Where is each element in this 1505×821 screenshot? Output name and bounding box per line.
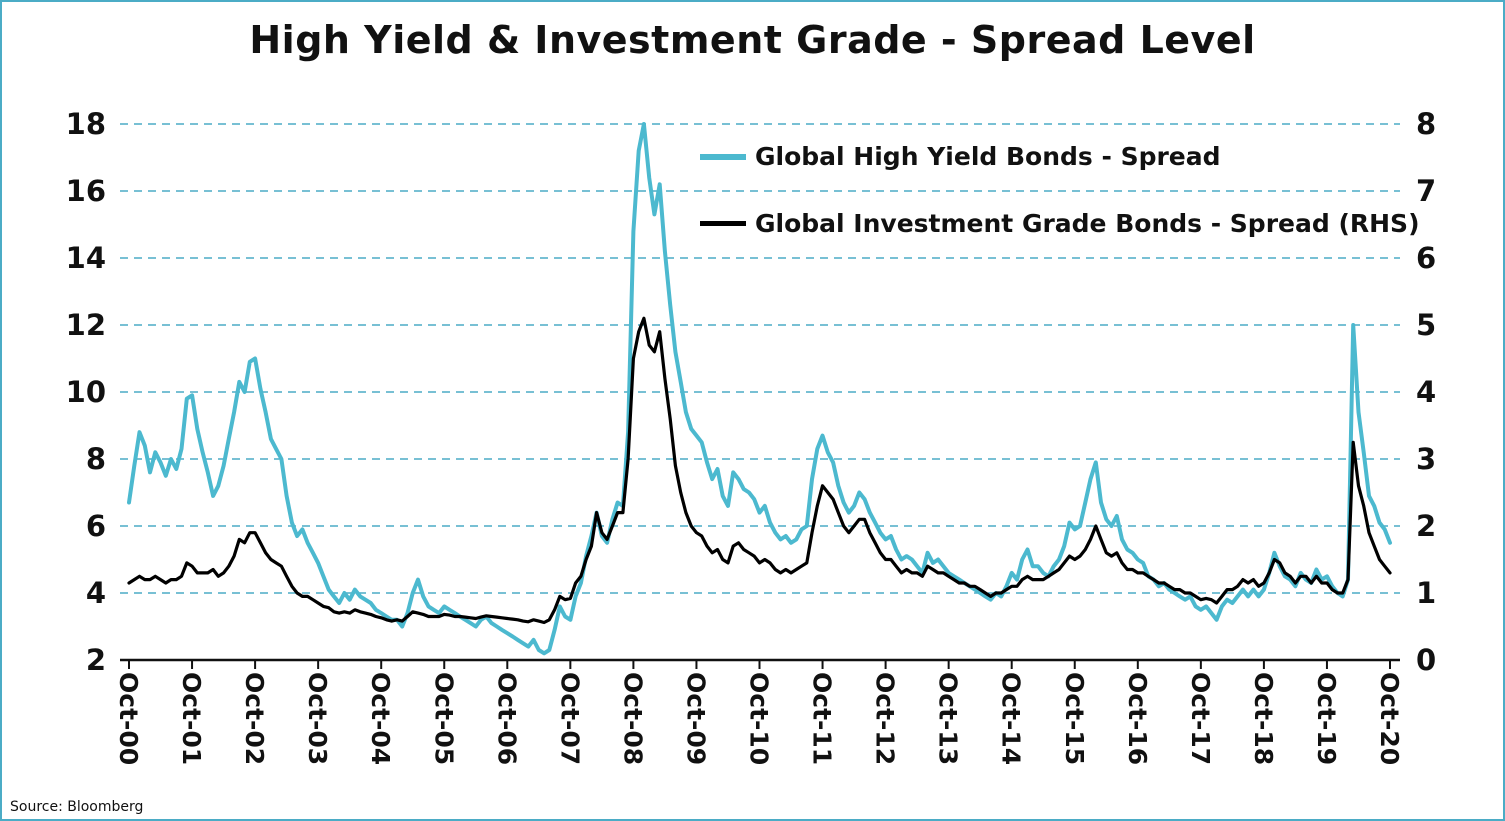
y-axis-label-left: 4	[86, 576, 106, 610]
series-line-high-yield	[127, 122, 1392, 656]
y-axis-label-right: 4	[1416, 375, 1436, 409]
x-axis-label: Oct-05	[429, 672, 458, 765]
x-axis-label: Oct-07	[555, 672, 584, 765]
x-axis-label: Oct-18	[1249, 672, 1278, 765]
y-axis-label-right: 7	[1416, 174, 1436, 208]
y-axis-label-left: 2	[86, 643, 106, 677]
y-axis-label-left: 10	[66, 375, 106, 409]
y-axis-label-right: 5	[1416, 308, 1436, 342]
high-yield-line-swatch	[700, 153, 746, 160]
series-line-investment-grade	[127, 316, 1392, 625]
x-axis-label: Oct-14	[997, 672, 1026, 765]
x-axis-label: Oct-11	[808, 672, 837, 765]
x-axis-label: Oct-13	[934, 672, 963, 765]
x-axis-label: Oct-19	[1312, 672, 1341, 765]
x-axis-label: Oct-03	[303, 672, 332, 765]
y-axis-label-right: 2	[1416, 509, 1436, 543]
x-axis-label: Oct-02	[240, 672, 269, 765]
x-axis-label: Oct-10	[745, 672, 774, 765]
y-axis-label-right: 1	[1416, 576, 1436, 610]
source-note: Source: Bloomberg	[10, 799, 144, 815]
y-axis-label-left: 16	[66, 174, 106, 208]
x-axis-label: Oct-20	[1375, 672, 1404, 765]
x-axis-label: Oct-09	[681, 672, 710, 765]
chart-legend: Global High Yield Bonds - Spread Global …	[700, 142, 1420, 276]
chart-title: High Yield & Investment Grade - Spread L…	[249, 18, 1256, 62]
investment-grade-line-swatch	[700, 221, 746, 226]
x-axis-label: Oct-08	[618, 672, 647, 765]
y-axis-label-left: 12	[66, 308, 106, 342]
x-axis-label: Oct-06	[492, 672, 521, 765]
x-axis-label: Oct-12	[871, 672, 900, 765]
x-axis-label: Oct-01	[177, 672, 206, 765]
x-axis-label: Oct-16	[1123, 672, 1152, 765]
y-axis-label-right: 6	[1416, 241, 1436, 275]
legend-item-investment-grade: Global Investment Grade Bonds - Spread (…	[700, 209, 1420, 238]
legend-item-high-yield: Global High Yield Bonds - Spread	[700, 142, 1420, 171]
x-axis-label: Oct-17	[1186, 672, 1215, 765]
y-axis-label-right: 0	[1416, 643, 1436, 677]
legend-label-high-yield: Global High Yield Bonds - Spread	[755, 142, 1221, 171]
y-axis-label-left: 8	[86, 442, 106, 476]
y-axis-label-right: 3	[1416, 442, 1436, 476]
x-axis-label: Oct-00	[114, 672, 143, 765]
y-axis-label-left: 18	[66, 107, 106, 141]
y-axis-label-left: 14	[66, 241, 106, 275]
legend-label-investment-grade: Global Investment Grade Bonds - Spread (…	[755, 209, 1420, 238]
x-axis-label: Oct-04	[366, 672, 395, 765]
x-axis-label: Oct-15	[1060, 672, 1089, 765]
y-axis-label-right: 8	[1416, 107, 1436, 141]
y-axis-label-left: 6	[86, 509, 106, 543]
